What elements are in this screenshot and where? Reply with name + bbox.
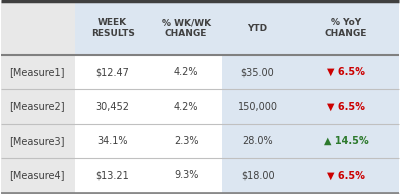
Bar xyxy=(150,1,222,55)
Text: $35.00: $35.00 xyxy=(241,67,274,77)
Text: 4.2%: 4.2% xyxy=(174,102,198,112)
Bar xyxy=(1,1,75,55)
Bar xyxy=(150,124,222,158)
Bar xyxy=(75,1,150,55)
Text: YTD: YTD xyxy=(248,24,268,33)
Bar xyxy=(293,89,399,124)
Text: 34.1%: 34.1% xyxy=(97,136,128,146)
Text: $12.47: $12.47 xyxy=(96,67,130,77)
Text: 28.0%: 28.0% xyxy=(242,136,273,146)
Text: $18.00: $18.00 xyxy=(241,170,274,180)
Bar xyxy=(222,89,293,124)
Text: [Measure3]: [Measure3] xyxy=(9,136,65,146)
Bar xyxy=(150,89,222,124)
Bar xyxy=(293,124,399,158)
Text: 2.3%: 2.3% xyxy=(174,136,198,146)
Bar xyxy=(75,89,150,124)
Text: [Measure4]: [Measure4] xyxy=(9,170,65,180)
Text: [Measure1]: [Measure1] xyxy=(9,67,65,77)
Bar xyxy=(150,55,222,89)
Bar xyxy=(222,1,293,55)
Bar xyxy=(1,124,75,158)
Text: % YoY
CHANGE: % YoY CHANGE xyxy=(325,18,367,38)
Text: ▼ 6.5%: ▼ 6.5% xyxy=(327,67,365,77)
Bar xyxy=(222,124,293,158)
Bar xyxy=(293,158,399,193)
Text: 9.3%: 9.3% xyxy=(174,170,198,180)
Bar xyxy=(1,89,75,124)
Bar xyxy=(150,158,222,193)
Text: $13.21: $13.21 xyxy=(96,170,130,180)
Bar xyxy=(293,1,399,55)
Text: ▼ 6.5%: ▼ 6.5% xyxy=(327,170,365,180)
Bar xyxy=(75,158,150,193)
Bar xyxy=(1,55,75,89)
Text: % WK/WK
CHANGE: % WK/WK CHANGE xyxy=(162,18,211,38)
Text: ▼ 6.5%: ▼ 6.5% xyxy=(327,102,365,112)
Text: [Measure2]: [Measure2] xyxy=(9,102,65,112)
Bar xyxy=(293,55,399,89)
Text: WEEK
RESULTS: WEEK RESULTS xyxy=(91,18,134,38)
Bar xyxy=(75,124,150,158)
Text: ▲ 14.5%: ▲ 14.5% xyxy=(324,136,368,146)
Bar xyxy=(222,55,293,89)
Bar xyxy=(222,158,293,193)
Text: 4.2%: 4.2% xyxy=(174,67,198,77)
Text: 30,452: 30,452 xyxy=(96,102,130,112)
Bar xyxy=(75,55,150,89)
Bar xyxy=(1,158,75,193)
Text: 150,000: 150,000 xyxy=(238,102,278,112)
